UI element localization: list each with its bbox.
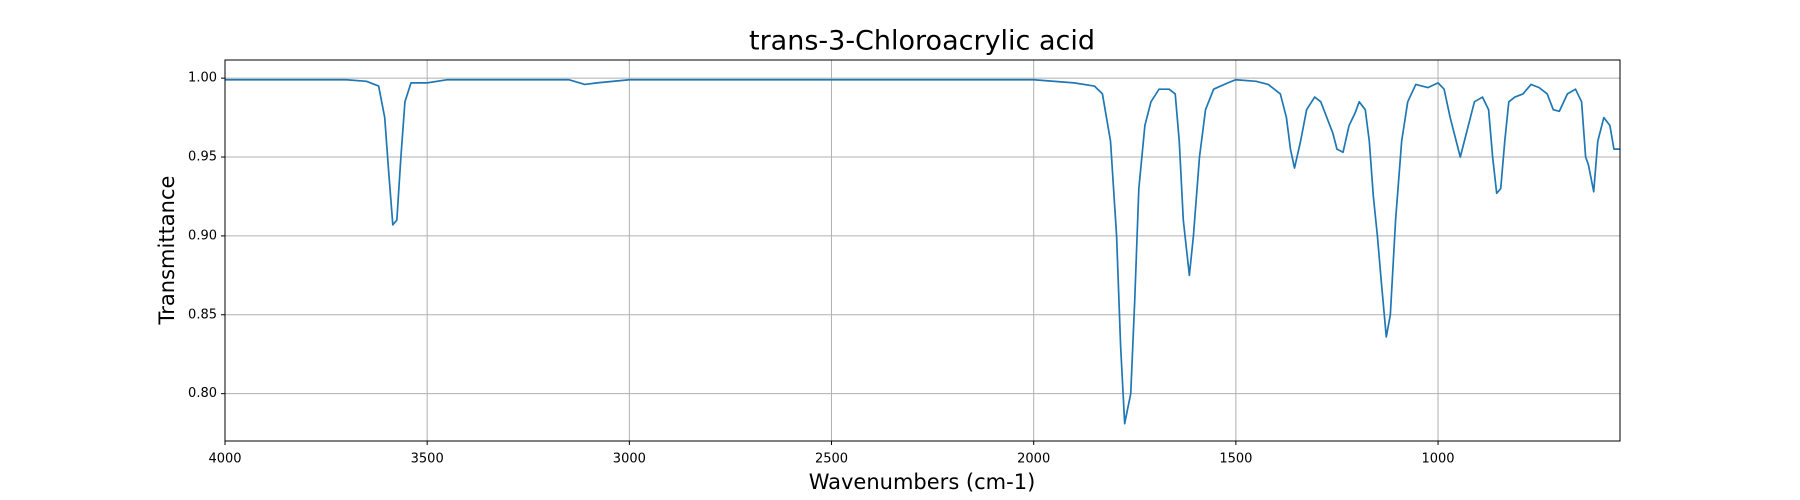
x-tick-label: 1500 [1219,452,1252,467]
x-tick-label: 3000 [613,452,646,467]
chart-title: trans-3-Chloroacrylic acid [749,26,1095,57]
y-tick-label: 0.95 [188,150,217,165]
x-tick-label: 2500 [815,452,848,467]
y-tick-label: 0.80 [188,386,217,401]
plot-frame [224,59,1621,442]
spectrum-line [225,78,1620,425]
x-tick-label: 4000 [208,452,241,467]
y-tick-label: 0.90 [188,228,217,243]
y-tick-label: 0.85 [188,307,217,322]
y-tick-label: 1.00 [188,71,217,86]
x-axis-label: Wavenumbers (cm-1) [809,470,1036,494]
x-tick-label: 3500 [411,452,444,467]
x-tick-label: 1000 [1421,452,1454,467]
x-tick-label: 2000 [1017,452,1050,467]
y-axis-label: Transmittance [155,176,179,326]
